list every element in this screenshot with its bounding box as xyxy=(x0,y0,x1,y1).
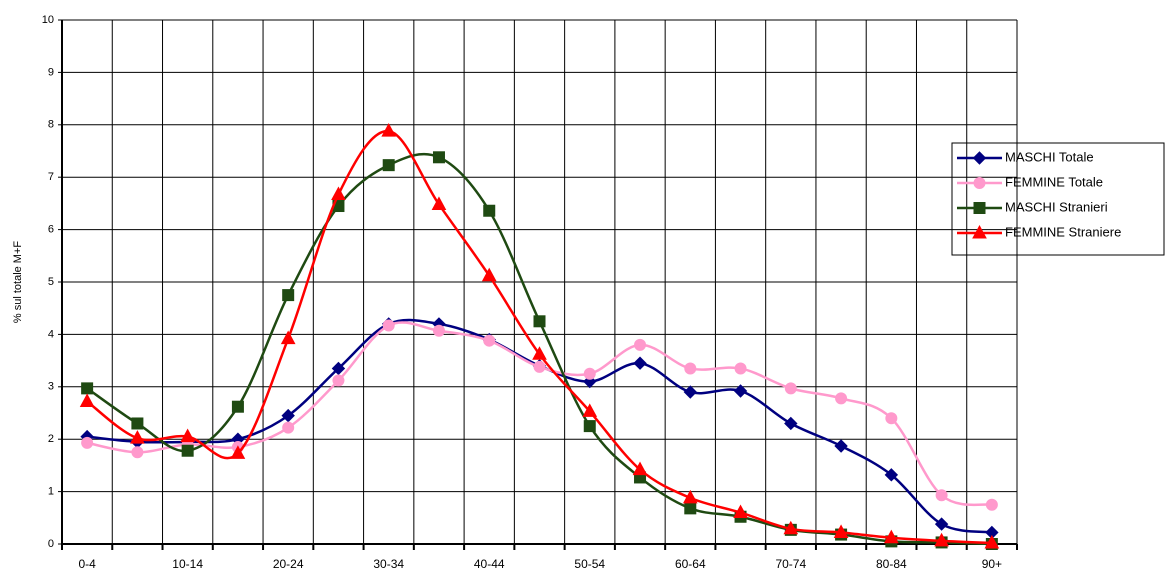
marker xyxy=(532,346,547,360)
marker xyxy=(733,384,748,398)
marker xyxy=(972,224,987,239)
marker xyxy=(633,356,647,370)
marker xyxy=(973,202,986,214)
marker xyxy=(280,330,296,345)
y-axis-label: % sul totale M+F xyxy=(12,241,24,324)
series-line xyxy=(86,129,992,545)
legend-label: MASCHI Stranieri xyxy=(1005,199,1108,214)
marker xyxy=(431,196,447,210)
marker xyxy=(583,367,596,380)
marker xyxy=(935,489,948,502)
marker xyxy=(181,444,194,457)
y-tick-label: 1 xyxy=(48,486,54,498)
marker xyxy=(972,151,987,165)
marker xyxy=(984,534,1000,549)
x-tick-label: 40-44 xyxy=(474,557,505,571)
marker xyxy=(533,360,546,373)
y-tick-label: 5 xyxy=(48,276,54,288)
x-tick-label: 50-54 xyxy=(574,557,605,571)
marker xyxy=(483,204,496,217)
marker xyxy=(331,361,346,376)
marker xyxy=(79,393,95,407)
marker xyxy=(81,382,94,395)
marker xyxy=(230,445,246,459)
marker xyxy=(282,421,295,434)
marker xyxy=(382,159,395,172)
y-tick-label: 3 xyxy=(48,381,54,393)
marker xyxy=(131,446,144,459)
x-tick-label: 20-24 xyxy=(273,557,304,571)
marker xyxy=(684,502,697,515)
y-tick-label: 2 xyxy=(48,433,54,445)
marker xyxy=(582,403,598,417)
marker xyxy=(784,382,797,395)
y-tick-label: 9 xyxy=(48,66,54,78)
marker xyxy=(833,524,849,538)
marker xyxy=(783,520,799,535)
marker xyxy=(985,498,998,511)
marker xyxy=(130,430,145,444)
marker xyxy=(632,461,648,476)
x-tick-label: 30-34 xyxy=(373,557,404,571)
marker xyxy=(634,338,647,351)
marker xyxy=(884,529,899,544)
marker xyxy=(583,420,596,433)
x-tick-label: 10-14 xyxy=(172,557,203,571)
legend-label: FEMMINE Totale xyxy=(1005,174,1103,189)
marker xyxy=(834,439,848,453)
marker xyxy=(682,489,698,504)
marker xyxy=(382,319,395,332)
x-tick-label: 70-74 xyxy=(775,557,806,571)
marker xyxy=(432,324,445,337)
marker xyxy=(835,392,848,405)
series-line xyxy=(86,152,992,546)
marker xyxy=(733,504,748,519)
marker xyxy=(973,177,986,189)
y-tick-label: 10 xyxy=(42,14,54,26)
marker xyxy=(533,315,546,328)
marker xyxy=(332,374,345,387)
marker xyxy=(180,428,195,443)
y-tick-label: 7 xyxy=(48,171,54,183)
y-tick-label: 4 xyxy=(48,328,54,340)
marker xyxy=(131,417,144,430)
y-tick-label: 0 xyxy=(48,538,54,550)
legend-box xyxy=(951,142,1165,256)
marker xyxy=(884,468,899,482)
marker xyxy=(432,151,445,164)
x-tick-label: 80-84 xyxy=(876,557,907,571)
marker xyxy=(282,289,295,302)
marker xyxy=(81,436,94,449)
marker xyxy=(281,408,295,423)
marker xyxy=(934,517,949,531)
marker xyxy=(784,416,798,431)
legend-label: MASCHI Totale xyxy=(1005,149,1094,164)
x-tick-label: 60-64 xyxy=(675,557,706,571)
y-tick-label: 6 xyxy=(48,224,54,236)
x-tick-label: 90+ xyxy=(982,557,1002,571)
y-tick-label: 8 xyxy=(48,119,54,131)
legend-label: FEMMINE Straniere xyxy=(1005,224,1121,239)
marker xyxy=(934,532,949,547)
marker xyxy=(331,186,346,200)
marker xyxy=(483,334,496,347)
marker xyxy=(885,412,898,425)
x-tick-label: 0-4 xyxy=(78,557,96,571)
marker xyxy=(481,267,497,282)
marker xyxy=(381,123,397,137)
marker xyxy=(684,362,697,375)
marker xyxy=(734,362,747,375)
marker xyxy=(683,385,697,399)
marker xyxy=(231,400,244,413)
